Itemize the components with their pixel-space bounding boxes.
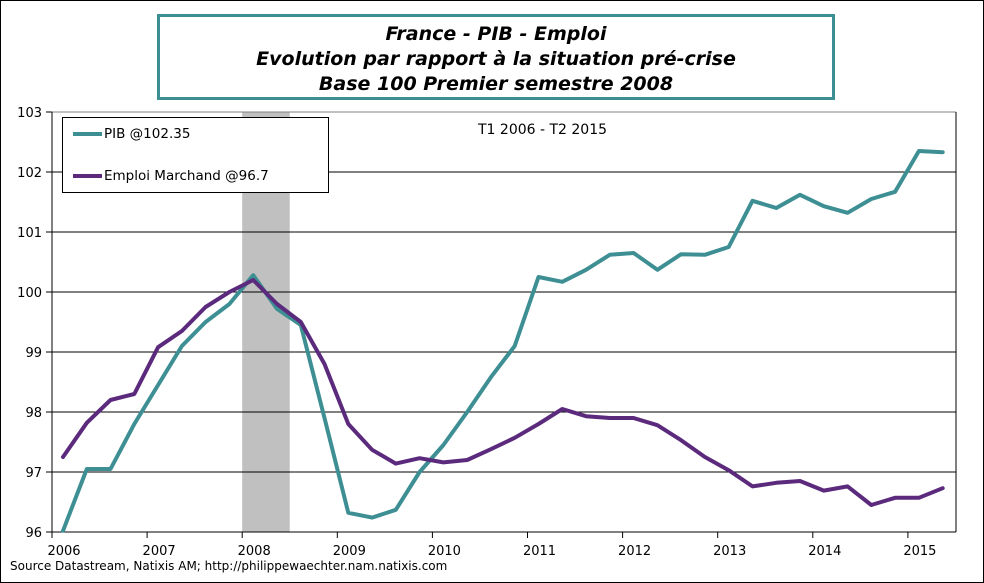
- y-tick-label-102: 102: [17, 166, 42, 181]
- x-tick-label-2009: 2009: [333, 544, 366, 559]
- series-line-pib: [61, 149, 945, 533]
- x-tick-label-2010: 2010: [428, 544, 461, 559]
- y-tick-label-97: 97: [25, 466, 42, 481]
- legend-label-emploi: Emploi Marchand @96.7: [104, 168, 269, 184]
- source-note: Source Datastream, Natixis AM; http://ph…: [10, 559, 448, 573]
- legend-item-emploi: Emploi Marchand @96.7: [73, 168, 269, 184]
- series-line-emploi: [61, 278, 945, 507]
- y-tick-label-100: 100: [17, 286, 42, 301]
- chart-title-line-3: Base 100 Premier semestre 2008: [318, 73, 674, 95]
- x-tick-label-2008: 2008: [238, 544, 271, 559]
- x-tick-label-2013: 2013: [713, 544, 746, 559]
- y-tick-label-103: 103: [17, 106, 42, 121]
- x-tick-label-2015: 2015: [903, 544, 936, 559]
- chart-title-line-2: Evolution par rapport à la situation pré…: [256, 48, 736, 70]
- x-tick-label-2011: 2011: [523, 544, 556, 559]
- chart-subtitle-period: T1 2006 - T2 2015: [478, 122, 608, 138]
- x-tick-label-2006: 2006: [47, 544, 80, 559]
- y-tick-label-99: 99: [25, 346, 42, 361]
- x-tick-label-2012: 2012: [618, 544, 651, 559]
- x-tick-label-2007: 2007: [143, 544, 176, 559]
- legend-swatch-emploi: [73, 174, 102, 178]
- y-tick-label-96: 96: [25, 526, 42, 541]
- legend-label-pib: PIB @102.35: [104, 126, 191, 142]
- chart-title-box: France - PIB - Emploi Evolution par rapp…: [157, 14, 835, 100]
- y-tick-label-98: 98: [25, 406, 42, 421]
- y-tick-label-101: 101: [17, 226, 42, 241]
- x-tick-label-2014: 2014: [808, 544, 841, 559]
- legend-swatch-pib: [73, 132, 102, 136]
- chart-title-line-1: France - PIB - Emploi: [385, 23, 607, 45]
- chart-legend: PIB @102.35 Emploi Marchand @96.7: [62, 117, 329, 193]
- legend-item-pib: PIB @102.35: [73, 126, 190, 142]
